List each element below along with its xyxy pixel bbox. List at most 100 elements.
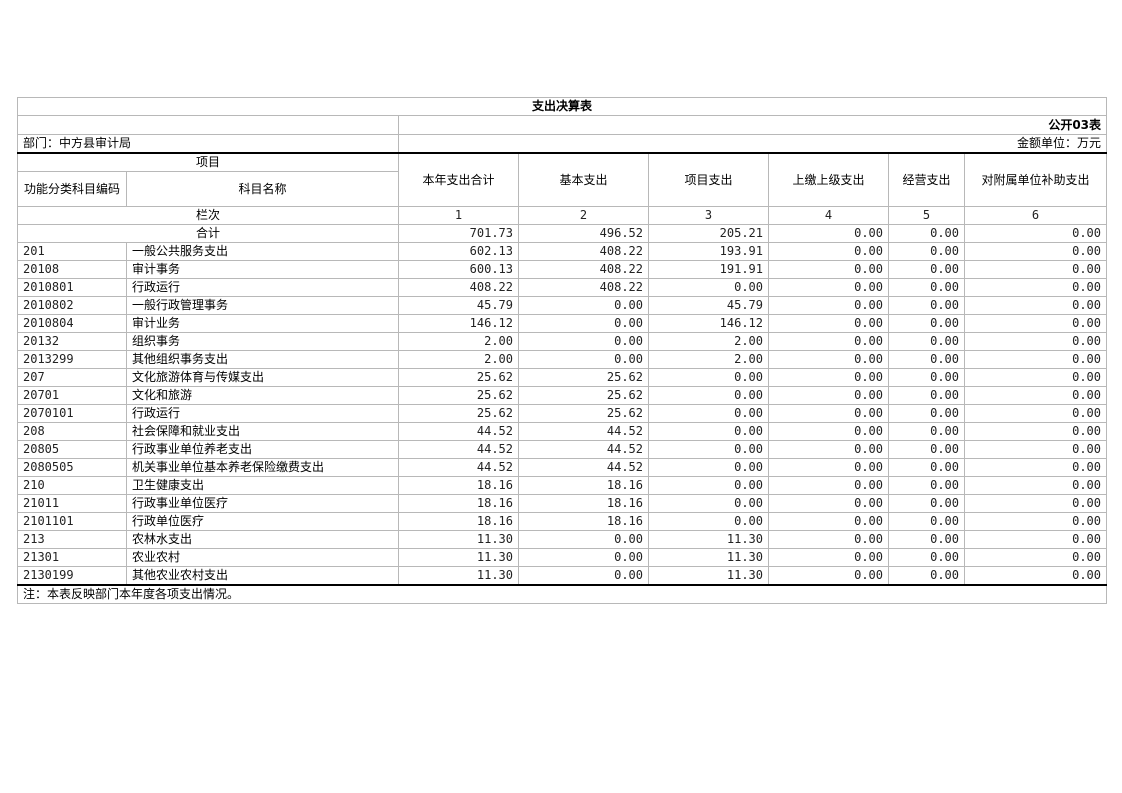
amount-cell: 44.52 (398, 422, 519, 441)
amount-cell: 0.00 (518, 530, 649, 549)
amount-cell: 0.00 (768, 260, 889, 279)
amount-cell: 44.52 (398, 440, 519, 459)
column-number: 6 (963, 206, 1108, 225)
amount-cell: 0.00 (518, 566, 649, 586)
amount-cell: 0.00 (768, 512, 889, 531)
subject-code: 2070101 (17, 404, 127, 423)
subject-code: 201 (17, 242, 127, 261)
header-code: 功能分类科目编码 (17, 171, 127, 207)
amount-cell: 0.00 (768, 440, 889, 459)
subject-code: 213 (17, 530, 127, 549)
amount-cell: 0.00 (888, 422, 965, 441)
amount-cell: 0.00 (963, 260, 1108, 279)
subject-code: 207 (17, 368, 127, 387)
amount-cell: 0.00 (768, 332, 889, 351)
amount-cell: 0.00 (648, 512, 769, 531)
amount-cell: 25.62 (398, 386, 519, 405)
subject-code: 2101101 (17, 512, 127, 531)
subject-name: 农林水支出 (126, 530, 399, 549)
subject-code: 2010804 (17, 314, 127, 333)
header-total: 本年支出合计 (398, 152, 519, 207)
subject-name: 社会保障和就业支出 (126, 422, 399, 441)
amount-cell: 25.62 (518, 368, 649, 387)
subject-code: 2130199 (17, 566, 127, 586)
amount-cell: 18.16 (518, 512, 649, 531)
subject-name: 农业农村 (126, 548, 399, 567)
table-row: 20108 审计事务 600.13 408.22 191.91 0.00 0.00 0.00 (17, 260, 1108, 279)
amount-cell: 18.16 (398, 512, 519, 531)
subject-name: 一般行政管理事务 (126, 296, 399, 315)
amount-cell: 2.00 (398, 332, 519, 351)
amount-cell: 0.00 (888, 278, 965, 297)
amount-cell: 0.00 (888, 494, 965, 513)
subject-name: 其他组织事务支出 (126, 350, 399, 369)
amount-cell: 25.62 (398, 368, 519, 387)
amount-cell: 0.00 (888, 566, 965, 586)
amount-cell: 0.00 (518, 332, 649, 351)
amount-cell: 11.30 (398, 566, 519, 586)
amount-cell: 11.30 (648, 548, 769, 567)
amount-cell: 0.00 (963, 476, 1108, 495)
amount-cell: 0.00 (648, 422, 769, 441)
subject-code: 20132 (17, 332, 127, 351)
amount-cell: 44.52 (518, 458, 649, 477)
amount-cell: 45.79 (648, 296, 769, 315)
amount-cell: 0.00 (888, 548, 965, 567)
table-number: 公开03表 (397, 115, 1108, 135)
table-row: 2010804 审计业务 146.12 0.00 146.12 0.00 0.00 0.00 (17, 314, 1108, 333)
amount-cell: 0.00 (888, 242, 965, 261)
amount-cell: 146.12 (398, 314, 519, 333)
amount-cell: 0.00 (518, 314, 649, 333)
amount-cell: 146.12 (648, 314, 769, 333)
amount-cell: 0.00 (888, 368, 965, 387)
subject-name: 文化旅游体育与传媒支出 (126, 368, 399, 387)
amount-cell: 0.00 (963, 422, 1108, 441)
table-row: 2101101 行政单位医疗 18.16 18.16 0.00 0.00 0.00 0.00 (17, 512, 1108, 531)
subject-code: 20108 (17, 260, 127, 279)
amount-cell: 0.00 (888, 440, 965, 459)
column-number: 1 (398, 206, 519, 225)
subject-code: 2013299 (17, 350, 127, 369)
amount-cell: 0.00 (888, 260, 965, 279)
amount-cell: 0.00 (888, 530, 965, 549)
header-remit: 上缴上级支出 (768, 152, 889, 207)
amount-cell: 0.00 (768, 386, 889, 405)
subject-code: 2010801 (17, 278, 127, 297)
header-subsidy: 对附属单位补助支出 (963, 152, 1108, 207)
header-name: 科目名称 (126, 171, 399, 207)
amount-cell: 0.00 (963, 458, 1108, 477)
header-basic: 基本支出 (518, 152, 649, 207)
amount-cell: 0.00 (963, 404, 1108, 423)
unit-label: 金额单位：万元 (397, 134, 1108, 154)
amount-cell: 0.00 (963, 548, 1108, 567)
amount-cell: 0.00 (768, 530, 889, 549)
amount-cell: 408.22 (518, 242, 649, 261)
subject-name: 行政事业单位养老支出 (126, 440, 399, 459)
amount-cell: 0.00 (963, 440, 1108, 459)
amount-cell: 408.22 (518, 260, 649, 279)
table-row: 201 一般公共服务支出 602.13 408.22 193.91 0.00 0.00 0.0… (17, 242, 1108, 261)
column-number: 5 (888, 206, 965, 225)
column-number: 4 (768, 206, 889, 225)
amount-cell: 0.00 (648, 386, 769, 405)
amount-cell: 0.00 (768, 368, 889, 387)
amount-cell: 0.00 (648, 458, 769, 477)
amount-cell: 0.00 (518, 350, 649, 369)
table-row: 2010801 行政运行 408.22 408.22 0.00 0.00 0.00 0.00 (17, 278, 1108, 297)
amount-cell: 0.00 (963, 332, 1108, 351)
amount-cell: 193.91 (648, 242, 769, 261)
amount-cell: 25.62 (518, 386, 649, 405)
amount-cell: 0.00 (963, 494, 1108, 513)
header-business: 经营支出 (888, 152, 965, 207)
amount-cell: 0.00 (518, 296, 649, 315)
total-value: 205.21 (648, 224, 769, 243)
amount-cell: 2.00 (648, 332, 769, 351)
amount-cell: 18.16 (398, 494, 519, 513)
header-project: 项目支出 (648, 152, 769, 207)
amount-cell: 44.52 (518, 422, 649, 441)
subject-name: 组织事务 (126, 332, 399, 351)
subject-code: 20701 (17, 386, 127, 405)
subject-name: 行政运行 (126, 278, 399, 297)
amount-cell: 2.00 (648, 350, 769, 369)
column-number-label: 栏次 (17, 206, 399, 225)
